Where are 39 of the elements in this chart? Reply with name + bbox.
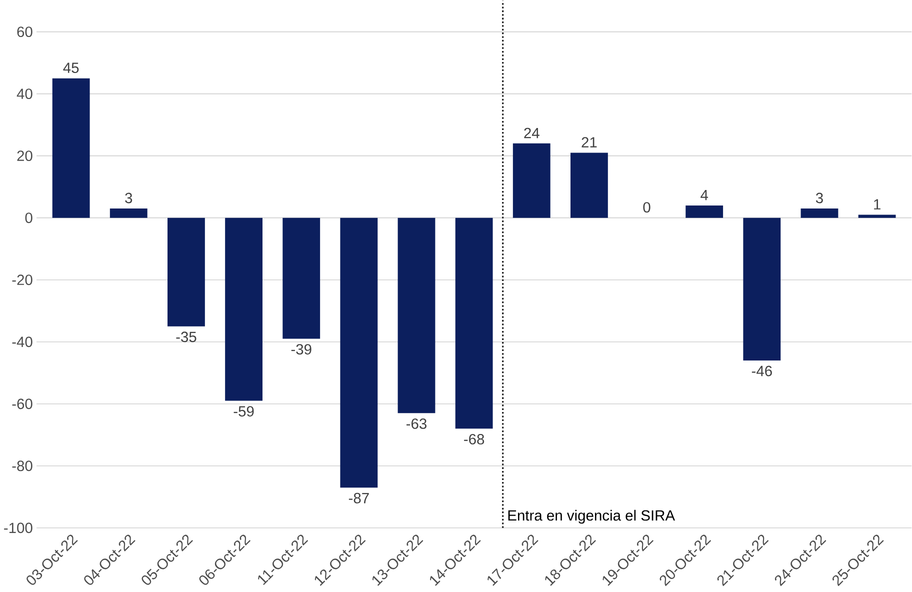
y-tick-label: -20 bbox=[12, 274, 32, 286]
y-tick-label: 20 bbox=[17, 150, 32, 162]
y-tick-label: -60 bbox=[12, 398, 32, 410]
data-label: -46 bbox=[752, 366, 772, 376]
data-label: -68 bbox=[464, 434, 484, 445]
y-tick-label: -80 bbox=[12, 460, 32, 472]
bar bbox=[110, 208, 148, 218]
data-label: -59 bbox=[234, 406, 254, 417]
data-label: 3 bbox=[125, 193, 132, 204]
bar bbox=[743, 218, 781, 361]
y-tick-label: -40 bbox=[12, 336, 32, 348]
data-label: 0 bbox=[643, 202, 650, 213]
bar bbox=[800, 208, 838, 218]
bar bbox=[52, 78, 90, 218]
y-tick-label: 40 bbox=[16, 88, 32, 100]
data-label: -35 bbox=[176, 332, 196, 342]
bar bbox=[398, 218, 436, 414]
data-label: -63 bbox=[406, 418, 426, 430]
data-label: 21 bbox=[582, 137, 597, 148]
bar bbox=[570, 152, 608, 218]
bar bbox=[168, 218, 205, 327]
data-label: 3 bbox=[816, 193, 823, 204]
bar bbox=[455, 218, 493, 429]
bar bbox=[340, 218, 378, 488]
data-label: 24 bbox=[524, 128, 540, 138]
bar bbox=[686, 206, 724, 218]
ref-line-label: Entra en vigencia el SIRA bbox=[508, 510, 676, 524]
bar bbox=[512, 144, 550, 218]
data-label: -39 bbox=[291, 344, 312, 355]
bar bbox=[858, 214, 896, 218]
data-label: 4 bbox=[700, 190, 708, 200]
bar bbox=[225, 218, 262, 401]
y-tick-label: 0 bbox=[25, 212, 32, 224]
data-label: 45 bbox=[63, 62, 79, 74]
y-tick-label: 60 bbox=[17, 26, 32, 38]
bar bbox=[282, 218, 320, 339]
y-tick-label: -100 bbox=[4, 522, 32, 534]
data-label: -87 bbox=[348, 493, 369, 504]
data-label: 1 bbox=[874, 199, 880, 210]
